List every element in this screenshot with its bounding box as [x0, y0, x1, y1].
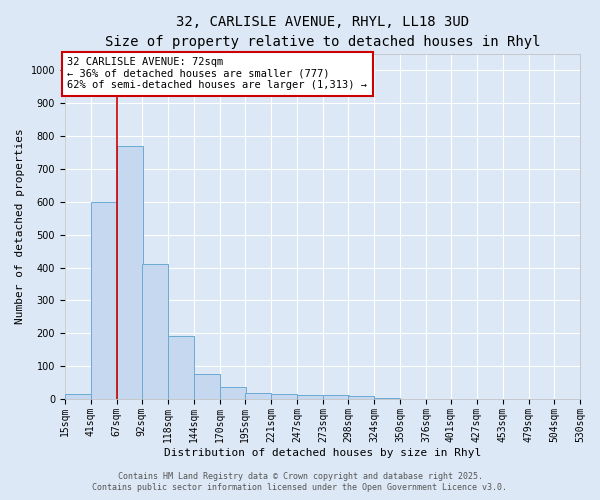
Bar — [374, 398, 400, 399]
Bar — [348, 396, 374, 399]
Bar — [142, 264, 168, 399]
Bar — [323, 395, 349, 399]
Y-axis label: Number of detached properties: Number of detached properties — [15, 128, 25, 324]
Bar — [168, 336, 194, 399]
Bar — [194, 374, 220, 399]
Text: 32 CARLISLE AVENUE: 72sqm
← 36% of detached houses are smaller (777)
62% of semi: 32 CARLISLE AVENUE: 72sqm ← 36% of detac… — [67, 58, 367, 90]
Bar — [65, 394, 91, 399]
Bar — [91, 202, 117, 399]
Title: 32, CARLISLE AVENUE, RHYL, LL18 3UD
Size of property relative to detached houses: 32, CARLISLE AVENUE, RHYL, LL18 3UD Size… — [104, 15, 540, 48]
Bar — [220, 386, 246, 399]
Bar — [117, 146, 143, 399]
X-axis label: Distribution of detached houses by size in Rhyl: Distribution of detached houses by size … — [164, 448, 481, 458]
Bar — [271, 394, 297, 399]
Text: Contains HM Land Registry data © Crown copyright and database right 2025.
Contai: Contains HM Land Registry data © Crown c… — [92, 472, 508, 492]
Bar — [245, 393, 271, 399]
Bar — [297, 395, 323, 399]
